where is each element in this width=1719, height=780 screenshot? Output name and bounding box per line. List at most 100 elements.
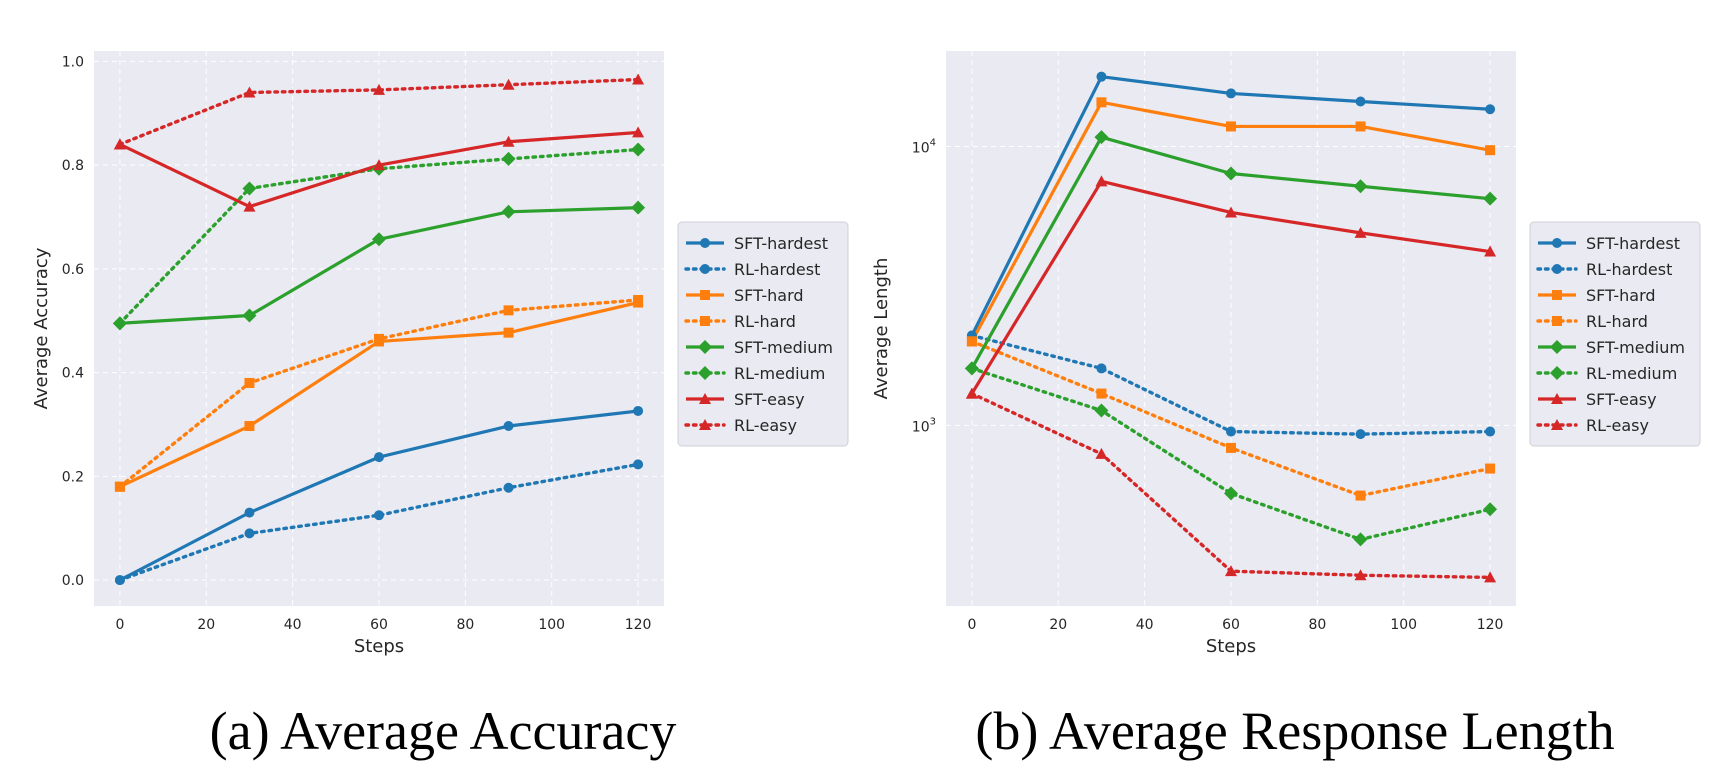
y-axis-label: Average Accuracy (31, 247, 52, 409)
data-point-rl-easy (502, 78, 515, 90)
data-point-rl-medium (1224, 486, 1238, 501)
data-point-sft-easy (243, 200, 256, 212)
legend-label-rl-easy: RL-easy (734, 416, 797, 435)
figure-caption: (b) Average Response Length (975, 701, 1614, 761)
legend-marker-rl-hard (1552, 316, 1562, 326)
data-point-sft-medium (501, 204, 516, 219)
data-point-rl-medium (631, 142, 646, 157)
data-point-rl-hardest (244, 528, 255, 539)
data-point-rl-medium (1483, 502, 1498, 517)
chart-average-accuracy: 0 20 40 60 80 100 120 0.0 0.2 0.4 0.6 0.8 1.0 Steps Av… (31, 51, 849, 761)
data-point-sft-medium (631, 200, 646, 215)
legend-label-sft-hard: SFT-hard (734, 286, 804, 305)
y-tick-label: 0.4 (62, 366, 84, 382)
legend-box (677, 221, 849, 447)
data-point-sft-medium (1483, 191, 1498, 206)
x-tick-label: 40 (1136, 617, 1154, 633)
data-point-rl-medium (242, 181, 257, 196)
data-point-sft-hardest (244, 507, 255, 518)
x-axis-label: Steps (354, 636, 404, 657)
x-tick-label: 20 (1049, 617, 1067, 633)
data-point-rl-easy (1095, 447, 1108, 459)
data-point-rl-hardest (503, 482, 514, 493)
data-point-rl-hardest (633, 459, 644, 470)
legend-marker-rl-medium (698, 366, 712, 380)
data-point-sft-medium (1094, 130, 1109, 145)
data-point-rl-easy (1354, 569, 1367, 581)
data-point-sft-hardest (1096, 71, 1107, 82)
data-point-sft-easy (1354, 226, 1367, 238)
x-axis-label: Steps (1206, 636, 1256, 657)
legend-marker-rl-medium (1550, 366, 1564, 380)
data-point-rl-medium (1353, 532, 1368, 547)
data-point-rl-medium (1094, 403, 1109, 418)
legend-marker-sft-medium (698, 340, 712, 354)
figure-caption: (a) Average Accuracy (210, 701, 677, 761)
data-point-rl-hard (374, 333, 384, 344)
data-point-rl-medium (112, 316, 127, 331)
data-point-sft-easy (1095, 175, 1108, 187)
data-point-sft-hard (1355, 121, 1366, 132)
data-point-rl-easy (965, 387, 978, 399)
data-point-sft-hard (1485, 145, 1496, 156)
y-tick-label: 0.6 (62, 262, 84, 278)
x-tick-label: 60 (1222, 617, 1240, 633)
legend-label-rl-hard: RL-hard (734, 312, 796, 331)
legend-label-rl-easy: RL-easy (1586, 416, 1649, 435)
data-point-rl-hard (966, 336, 977, 347)
y-axis-label: Average Length (871, 258, 892, 400)
data-point-rl-hard (1485, 463, 1496, 474)
data-point-rl-hard (1355, 490, 1366, 501)
data-point-rl-hard (633, 294, 644, 305)
x-tick-label: 0 (967, 617, 976, 633)
data-point-rl-easy (632, 73, 645, 85)
data-point-sft-easy (1225, 206, 1237, 218)
chart-average-response-length: 0 20 40 60 80 100 120 103 104 Steps Average Length… (871, 51, 1701, 761)
x-tick-label: 80 (456, 617, 474, 633)
series-line-rl-medium (970, 366, 1492, 542)
x-tick-label: 20 (197, 617, 215, 633)
data-point-sft-hard (244, 421, 255, 432)
legend-marker-sft-hard (700, 290, 710, 300)
data-point-sft-hard (503, 327, 514, 338)
data-point-sft-medium (242, 308, 257, 323)
data-point-rl-hard (1096, 388, 1107, 399)
y-tick-label: 0.0 (62, 573, 84, 589)
legend-label-sft-hardest: SFT-hardest (1586, 234, 1680, 253)
legend-marker-rl-hardest (1552, 264, 1562, 274)
x-tick-label: 100 (1390, 617, 1417, 633)
data-point-rl-easy (373, 83, 385, 95)
data-point-rl-hardest (374, 510, 384, 521)
legend-label-rl-hardest: RL-hardest (1586, 260, 1672, 279)
data-point-sft-hardest (503, 421, 514, 432)
data-point-rl-easy (1484, 571, 1497, 583)
data-point-sft-easy (502, 135, 515, 147)
data-point-rl-easy (1225, 565, 1237, 577)
data-point-rl-easy (243, 86, 256, 98)
data-point-rl-hard (503, 305, 514, 316)
legend-box (1529, 221, 1701, 447)
legend-marker-sft-hard (1552, 290, 1562, 300)
legend-label-rl-medium: RL-medium (734, 364, 825, 383)
legend-label-sft-easy: SFT-easy (1586, 390, 1657, 409)
x-tick-label: 100 (538, 617, 565, 633)
data-point-sft-hard (1226, 121, 1236, 132)
legend-marker-rl-easy (699, 419, 711, 430)
legend-marker-rl-hard (700, 316, 710, 326)
data-point-rl-medium (964, 361, 979, 376)
data-point-sft-hard (1096, 97, 1107, 108)
data-point-rl-hard (114, 481, 125, 492)
y-tick-label: 104 (912, 137, 936, 156)
legend-marker-sft-hardest (700, 238, 710, 248)
legend-marker-rl-easy (1551, 419, 1563, 430)
legend-marker-sft-hardest (1552, 238, 1562, 248)
legend: SFT-hardest RL-hardest SFT-hard RL-hard SFT-… (1529, 221, 1701, 447)
x-tick-label: 40 (284, 617, 302, 633)
data-point-sft-hardest (633, 405, 644, 416)
data-point-sft-medium (372, 232, 386, 247)
data-point-rl-hardest (1355, 429, 1366, 440)
legend-marker-sft-medium (1550, 340, 1564, 354)
legend-label-sft-hard: SFT-hard (1586, 286, 1656, 305)
data-point-rl-hardest (114, 575, 125, 586)
